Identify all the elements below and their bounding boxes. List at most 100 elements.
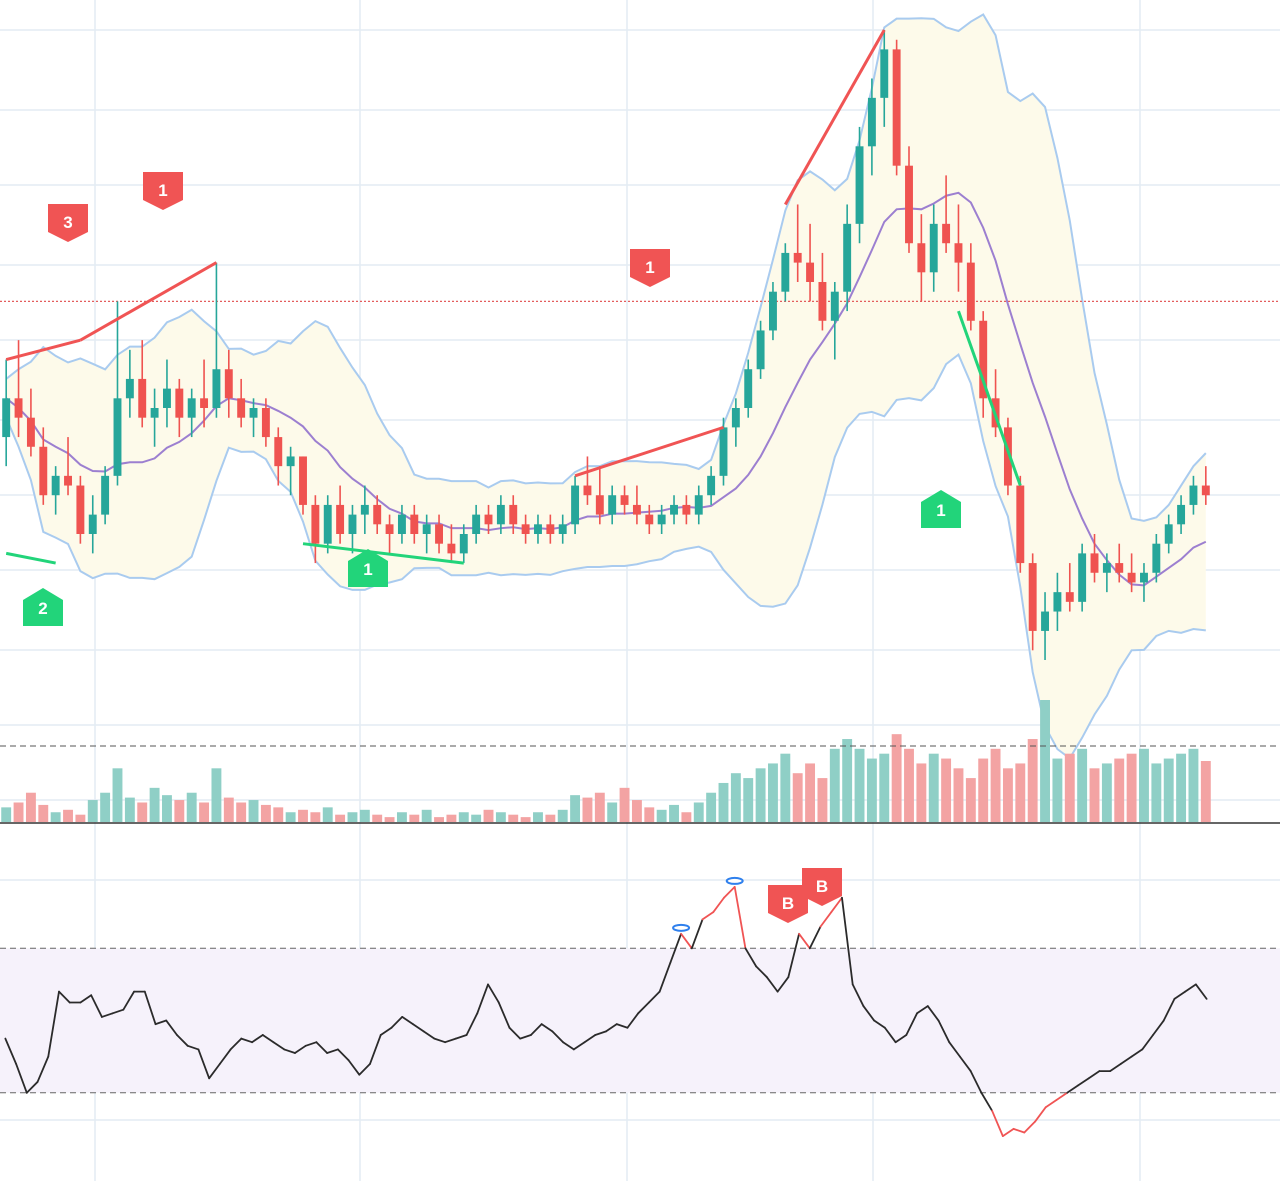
rsi-segment xyxy=(390,1016,404,1029)
signal-badge-bear: 1 xyxy=(143,172,183,210)
candle-body xyxy=(101,475,110,515)
volume-bar xyxy=(1188,748,1199,822)
rsi-segment xyxy=(369,1034,382,1065)
volume-bar xyxy=(619,787,630,822)
signal-badge-bear: 1 xyxy=(630,249,670,287)
candle-body xyxy=(200,398,209,408)
rsi-segment xyxy=(240,1037,253,1044)
volume-bar xyxy=(87,800,98,822)
badge-shape xyxy=(630,249,670,287)
volume-bar xyxy=(557,809,568,822)
volume-bar xyxy=(817,778,828,822)
volume-bar xyxy=(879,753,890,822)
volume-bar xyxy=(359,809,370,822)
candle-body xyxy=(138,378,147,418)
candle-body xyxy=(632,504,641,515)
volume-bar xyxy=(223,797,234,822)
candle-body xyxy=(818,282,827,321)
rsi-segment xyxy=(787,932,800,979)
rsi-segment xyxy=(841,896,854,986)
volume-bar xyxy=(50,812,61,822)
volume-bar xyxy=(533,812,543,822)
rsi-pivot-marker xyxy=(672,923,691,932)
candle-body xyxy=(744,369,753,408)
candle-body xyxy=(620,495,629,505)
volume-bar xyxy=(13,802,24,822)
candle-body xyxy=(867,97,876,147)
volume-bar xyxy=(755,768,766,822)
rsi-segment xyxy=(873,1019,886,1029)
rsi-segment xyxy=(1077,1077,1090,1087)
rsi-segment xyxy=(1012,1127,1026,1134)
candle-body xyxy=(373,504,382,525)
volume-bar xyxy=(310,812,321,822)
volume-bar xyxy=(681,812,692,822)
price-candles xyxy=(2,30,1210,660)
rsi-segment xyxy=(412,1023,425,1033)
rsi-segment xyxy=(948,1041,961,1058)
volume-bar xyxy=(162,795,172,822)
rsi-segment xyxy=(1023,1120,1036,1134)
bollinger-bands xyxy=(0,13,1280,760)
volume-bar xyxy=(124,797,135,822)
badge-shape xyxy=(921,490,961,528)
candle-body xyxy=(670,504,678,515)
candle-body xyxy=(76,485,85,534)
candle-body xyxy=(608,495,617,515)
rsi-segment xyxy=(883,1026,897,1044)
volume-bar xyxy=(63,809,73,822)
signal-badge-bear: 3 xyxy=(48,204,88,242)
rsi-segment xyxy=(937,1019,951,1044)
badge-label: B xyxy=(782,894,794,913)
badge-shape xyxy=(23,588,63,626)
volume-bar xyxy=(298,809,308,822)
candle-body xyxy=(1090,553,1099,573)
volume-bar xyxy=(842,739,853,822)
volume-bar xyxy=(434,817,444,822)
candle-body xyxy=(88,514,97,534)
candle-body xyxy=(113,398,122,476)
candle-body xyxy=(1177,504,1186,525)
volume-bar xyxy=(335,814,346,822)
candle-body xyxy=(1078,553,1087,602)
rsi-segment xyxy=(1195,983,1208,1000)
volume-bar xyxy=(582,797,593,822)
volume-bar xyxy=(495,812,506,822)
rsi-segment xyxy=(218,1048,232,1065)
candle-body xyxy=(397,514,406,534)
rsi-segment xyxy=(626,1012,640,1029)
candle-body xyxy=(892,49,901,166)
candle-body xyxy=(1053,592,1062,612)
volume-bar xyxy=(916,763,927,822)
rsi-segment xyxy=(637,1001,650,1015)
candle-body xyxy=(966,262,975,321)
candle-body xyxy=(781,252,790,292)
volume-bar xyxy=(718,782,729,822)
rsi-segment xyxy=(819,911,833,928)
candle-body xyxy=(336,504,345,534)
volume-bar xyxy=(347,812,358,822)
candle-body xyxy=(756,330,765,370)
candle-body xyxy=(1041,611,1049,631)
volume-bar xyxy=(1064,753,1075,822)
band-fill xyxy=(6,14,1206,759)
rsi-segment xyxy=(315,1041,329,1054)
rsi-segment xyxy=(454,1034,468,1040)
badge-label: 3 xyxy=(63,213,72,232)
candle-body xyxy=(163,388,171,408)
rsi-segment xyxy=(444,1037,457,1044)
volume-bar xyxy=(322,807,333,822)
rsi-segment xyxy=(197,1048,211,1080)
candle-body xyxy=(422,524,431,534)
volume-bar xyxy=(248,800,259,822)
candle-body xyxy=(1201,485,1210,496)
candle-body xyxy=(571,485,580,525)
volume-bar xyxy=(25,792,36,822)
volume-bar xyxy=(409,814,420,822)
rsi-segment xyxy=(776,976,790,993)
rsi-segment xyxy=(4,1037,17,1065)
volume-bar xyxy=(854,748,865,822)
volume-bar xyxy=(1176,753,1187,822)
volume-bar xyxy=(545,814,556,822)
candle-body xyxy=(534,524,542,534)
